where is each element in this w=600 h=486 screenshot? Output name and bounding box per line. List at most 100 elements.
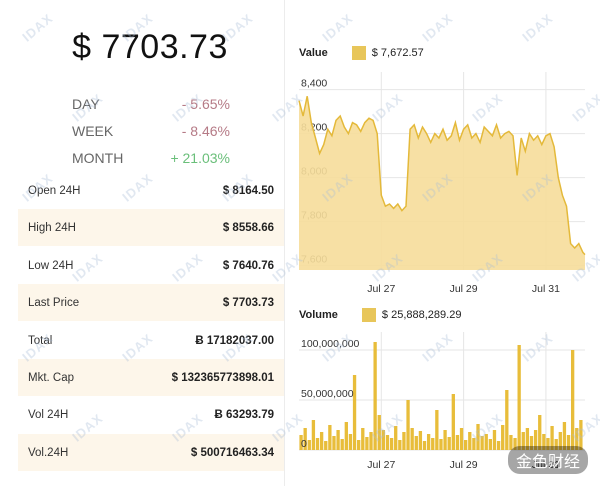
volume-bar bbox=[319, 432, 324, 450]
volume-bar bbox=[546, 438, 550, 450]
volume-bar bbox=[410, 428, 414, 450]
x-tick-label: Jul 31 bbox=[532, 283, 560, 295]
volume-bar bbox=[472, 438, 476, 450]
volume-bar bbox=[303, 428, 307, 450]
volume-bar bbox=[426, 434, 431, 450]
stat-value: Ƀ 63293.79 bbox=[214, 408, 274, 421]
volume-bar bbox=[398, 440, 402, 450]
change-value: + 21.03% bbox=[170, 150, 230, 166]
charts-panel: Value $ 7,672.57 8,4008,2008,0007,8007,6… bbox=[284, 0, 600, 486]
value-chart-legend: Value $ 7,672.57 bbox=[299, 46, 424, 60]
stat-value: Ƀ 17182037.00 bbox=[195, 334, 274, 347]
volume-chart-title: Volume bbox=[299, 309, 338, 321]
stat-row-total: Total Ƀ 17182037.00 bbox=[18, 322, 284, 359]
volume-bar bbox=[509, 435, 513, 450]
volume-bar bbox=[348, 434, 353, 450]
value-chart-title: Value bbox=[299, 47, 328, 59]
volume-bar bbox=[361, 428, 365, 450]
volume-bar bbox=[492, 430, 497, 450]
volume-bar bbox=[332, 436, 336, 450]
value-series-line bbox=[298, 96, 586, 256]
volume-bar-chart[interactable]: 100,000,000 50,000,000 0 Jul 27 Jul 29 Jul 31 bbox=[285, 326, 600, 486]
volume-bar bbox=[476, 424, 480, 450]
stat-label: Total bbox=[28, 334, 53, 347]
volume-bar bbox=[336, 430, 340, 450]
value-legend-swatch bbox=[351, 46, 366, 60]
x-tick-label: Jul 29 bbox=[450, 459, 478, 471]
volume-bar bbox=[480, 436, 484, 450]
x-tick-label: Jul 27 bbox=[367, 283, 395, 295]
volume-bar bbox=[455, 435, 460, 450]
volume-bar bbox=[418, 431, 423, 450]
volume-bar bbox=[414, 436, 418, 450]
current-price: $ 7703.73 bbox=[72, 28, 228, 66]
volume-bar bbox=[488, 439, 493, 450]
volume-bar bbox=[352, 375, 357, 450]
volume-bar bbox=[451, 394, 455, 450]
volume-bar bbox=[570, 350, 575, 450]
x-tick-label: Jul 29 bbox=[450, 283, 478, 295]
volume-bar bbox=[422, 441, 427, 450]
change-label: MONTH bbox=[72, 150, 124, 166]
stat-value: $ 8558.66 bbox=[222, 221, 274, 234]
volume-bar bbox=[385, 435, 390, 450]
volume-bar bbox=[566, 435, 571, 450]
corner-watermark-logo: 金色财经 bbox=[507, 446, 588, 474]
volume-bar bbox=[435, 410, 439, 450]
stat-row-vol-24h-usd: Vol.24H $ 500716463.34 bbox=[18, 434, 284, 471]
stat-label: Vol 24H bbox=[28, 408, 69, 421]
stat-row-open-24h: Open 24H $ 8164.50 bbox=[18, 172, 284, 209]
volume-bar bbox=[402, 432, 406, 450]
volume-bar bbox=[324, 441, 328, 450]
stat-label: Open 24H bbox=[28, 184, 81, 197]
x-tick-label: Jul 31 bbox=[532, 459, 560, 471]
stat-row-vol-24h-btc: Vol 24H Ƀ 63293.79 bbox=[18, 396, 284, 433]
y-tick-label: 8,400 bbox=[301, 78, 327, 90]
stat-value: $ 500716463.34 bbox=[190, 446, 274, 459]
change-value: - 8.46% bbox=[181, 123, 230, 139]
y-tick-label: 100,000,000 bbox=[301, 338, 360, 350]
volume-bar bbox=[538, 415, 542, 450]
volume-bar bbox=[550, 426, 554, 450]
volume-bar bbox=[328, 425, 332, 450]
volume-bar bbox=[357, 440, 361, 450]
volume-legend-amount: $ 25,888,289.29 bbox=[381, 309, 462, 321]
volume-bar bbox=[365, 437, 369, 450]
volume-bar bbox=[311, 420, 316, 450]
y-tick-label: 0 bbox=[301, 438, 307, 450]
volume-bar bbox=[562, 422, 567, 450]
volume-bar bbox=[513, 438, 517, 450]
value-area-fill bbox=[299, 96, 585, 270]
volume-bar bbox=[443, 430, 447, 450]
change-label: DAY bbox=[72, 96, 100, 112]
volume-bar bbox=[373, 342, 377, 450]
ticker-summary-panel: $ 7703.73 DAY - 5.65% WEEK - 8.46% MONTH… bbox=[0, 0, 284, 486]
corner-watermark-text: 金色财经 bbox=[515, 454, 580, 471]
volume-bar bbox=[340, 439, 344, 450]
volume-bar bbox=[484, 434, 488, 450]
volume-bar bbox=[505, 390, 509, 450]
change-row-week: WEEK - 8.46% bbox=[72, 123, 230, 139]
volume-bar bbox=[554, 439, 558, 450]
volume-bar bbox=[579, 420, 583, 450]
volume-bar bbox=[394, 426, 398, 450]
change-row-day: DAY - 5.65% bbox=[72, 96, 230, 112]
volume-bar bbox=[529, 436, 534, 450]
volume-bar bbox=[542, 434, 546, 450]
volume-bar bbox=[344, 422, 348, 450]
volume-bar bbox=[521, 432, 525, 450]
volume-bar bbox=[431, 438, 435, 450]
stat-label: Vol.24H bbox=[28, 446, 69, 459]
stat-value: $ 132365773898.01 bbox=[171, 371, 274, 384]
stat-row-low-24h: Low 24H $ 7640.76 bbox=[18, 247, 284, 284]
value-legend-amount: $ 7,672.57 bbox=[371, 47, 424, 59]
volume-bar bbox=[299, 435, 303, 450]
volume-bar bbox=[406, 400, 410, 450]
volume-bar bbox=[533, 430, 538, 450]
change-value: - 5.65% bbox=[181, 96, 230, 112]
stat-value: $ 7640.76 bbox=[222, 259, 274, 272]
stat-label: Last Price bbox=[28, 296, 80, 309]
volume-bar bbox=[381, 430, 386, 450]
volume-bar bbox=[459, 428, 464, 450]
